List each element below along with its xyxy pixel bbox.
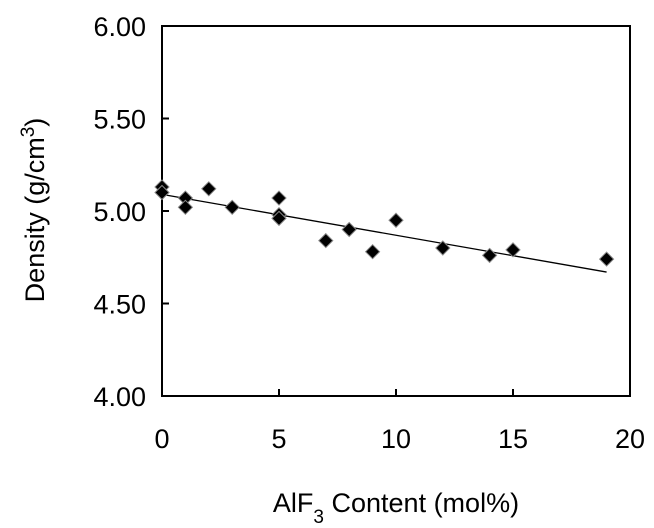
data-point-10 — [341, 221, 357, 238]
x-axis-title: AlF3 Content (mol%) — [273, 488, 519, 528]
data-point-5 — [224, 199, 240, 216]
data-points — [154, 179, 615, 267]
x-axis-ticks — [161, 389, 631, 396]
y-axis-title: Density (g/cm3) — [18, 118, 51, 303]
data-point-15 — [505, 242, 521, 258]
y-tick-label: 4.50 — [93, 290, 146, 320]
y-tick-label: 5.00 — [93, 197, 146, 227]
x-tick-label: 5 — [271, 424, 286, 454]
x-tick-label: 10 — [381, 424, 411, 454]
data-point-14 — [481, 247, 498, 264]
data-point-11 — [364, 243, 381, 260]
x-tick-label: 0 — [154, 424, 169, 454]
x-tick-label: 20 — [615, 424, 645, 454]
x-axis-tick-labels: 0 5 10 15 20 — [154, 424, 645, 454]
data-point-4 — [201, 181, 217, 197]
y-tick-label: 5.50 — [93, 105, 146, 135]
data-point-12 — [388, 212, 404, 228]
data-point-8 — [271, 210, 287, 227]
y-tick-label: 4.00 — [93, 382, 146, 412]
data-point-16 — [598, 251, 615, 267]
data-point-13 — [435, 240, 451, 256]
data-point-6 — [271, 190, 287, 206]
y-axis-ticks — [162, 25, 169, 397]
data-point-1 — [154, 184, 170, 201]
y-tick-label: 6.00 — [93, 12, 146, 42]
y-axis-tick-labels: 4.00 4.50 5.00 5.50 6.00 — [93, 12, 146, 412]
data-point-3 — [177, 199, 194, 216]
x-tick-label: 15 — [498, 424, 528, 454]
data-point-9 — [318, 232, 334, 249]
